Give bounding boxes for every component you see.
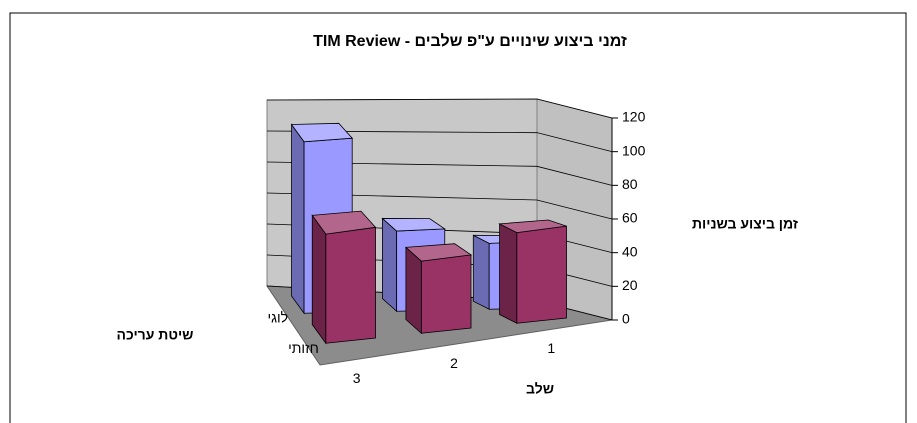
y-tick-label: 20 xyxy=(622,277,638,293)
x-axis-title: שלב xyxy=(526,381,554,397)
bar-top xyxy=(311,210,377,235)
y-tick-label: 0 xyxy=(622,311,630,327)
y-tick-label: 100 xyxy=(622,142,646,158)
bar-top xyxy=(290,122,354,143)
y-tick-label: 80 xyxy=(622,176,638,192)
bar-side xyxy=(499,223,518,324)
chart-title: זמני ביצוע שינויים ע"פ שלבים - TIM Revie… xyxy=(313,32,627,50)
bar-front xyxy=(516,225,567,324)
x-tick-label: 1 xyxy=(547,340,555,356)
bar xyxy=(311,210,377,345)
bar-front xyxy=(325,226,376,344)
series-axis-title: שיטת עריכה xyxy=(117,327,194,343)
bar-front xyxy=(420,254,472,334)
bar-side xyxy=(472,234,490,310)
bar-top xyxy=(404,243,473,262)
bar-side xyxy=(382,217,398,313)
series-label: לוגי xyxy=(267,309,288,325)
bar-side xyxy=(291,123,305,315)
bar-top xyxy=(498,219,567,234)
grid-line xyxy=(266,161,613,186)
x-tick-label: 2 xyxy=(450,355,458,371)
bar xyxy=(498,219,567,324)
bar-top xyxy=(381,218,446,232)
grid-line xyxy=(266,192,613,220)
x-tick-label: 3 xyxy=(353,370,361,386)
series-label: חזותי xyxy=(288,340,319,356)
bar-side xyxy=(311,214,327,345)
y-tick-label: 40 xyxy=(622,243,638,259)
bar-side xyxy=(405,246,422,335)
y-tick-label: 60 xyxy=(622,210,638,226)
grid-line xyxy=(266,130,613,153)
y-tick-label: 120 xyxy=(622,109,646,125)
y-axis-title: זמן ביצוע בשניות xyxy=(692,216,798,232)
bar xyxy=(404,243,473,335)
grid-line xyxy=(266,98,613,119)
